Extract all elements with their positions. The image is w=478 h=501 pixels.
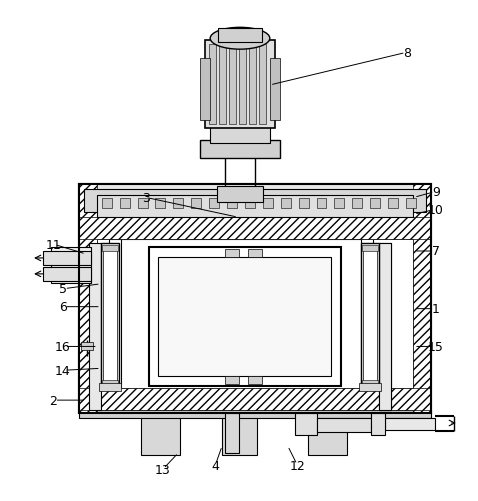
Bar bbox=[406, 199, 416, 209]
Bar bbox=[120, 199, 130, 209]
Bar bbox=[359, 383, 381, 391]
Bar bbox=[138, 199, 148, 209]
Bar bbox=[248, 249, 262, 258]
Bar bbox=[209, 199, 219, 209]
Text: 16: 16 bbox=[55, 340, 71, 353]
Text: 4: 4 bbox=[211, 459, 219, 472]
Bar bbox=[102, 380, 118, 386]
Bar bbox=[51, 247, 91, 283]
Bar bbox=[248, 377, 262, 384]
Text: 12: 12 bbox=[290, 459, 305, 472]
Bar bbox=[270, 59, 280, 121]
Bar bbox=[259, 45, 266, 124]
Bar bbox=[79, 185, 431, 413]
Bar bbox=[155, 199, 165, 209]
Bar bbox=[89, 243, 101, 410]
Bar bbox=[371, 413, 385, 435]
Bar bbox=[316, 199, 326, 209]
Text: 8: 8 bbox=[403, 47, 411, 60]
Text: 13: 13 bbox=[154, 463, 170, 476]
Bar bbox=[299, 199, 309, 209]
Bar bbox=[84, 190, 426, 213]
Text: 9: 9 bbox=[432, 185, 440, 198]
Bar bbox=[239, 45, 246, 124]
Bar bbox=[219, 45, 226, 124]
Bar bbox=[102, 199, 112, 209]
Bar bbox=[245, 199, 255, 209]
Ellipse shape bbox=[210, 28, 270, 50]
Bar bbox=[101, 243, 119, 388]
Bar bbox=[308, 413, 348, 455]
Text: 15: 15 bbox=[428, 340, 444, 353]
Bar bbox=[102, 245, 118, 252]
Text: 5: 5 bbox=[59, 283, 67, 296]
Bar bbox=[174, 199, 184, 209]
Bar bbox=[97, 239, 413, 388]
Bar bbox=[141, 413, 180, 455]
Bar bbox=[79, 218, 431, 239]
Bar bbox=[200, 59, 210, 121]
Bar bbox=[79, 410, 431, 418]
Text: 11: 11 bbox=[45, 238, 61, 251]
Bar bbox=[81, 343, 93, 351]
Bar bbox=[352, 199, 362, 209]
Text: 10: 10 bbox=[428, 203, 444, 216]
Bar bbox=[370, 199, 380, 209]
Bar bbox=[363, 247, 377, 384]
Bar bbox=[335, 199, 344, 209]
Text: 1: 1 bbox=[432, 303, 440, 316]
Bar bbox=[43, 252, 91, 266]
Text: 2: 2 bbox=[49, 394, 57, 407]
Bar bbox=[79, 388, 431, 410]
Bar bbox=[149, 247, 341, 386]
Bar bbox=[379, 243, 391, 410]
Bar bbox=[316, 418, 371, 432]
Bar bbox=[225, 377, 239, 384]
Bar bbox=[294, 413, 316, 435]
Bar bbox=[361, 243, 379, 388]
Bar bbox=[385, 418, 435, 430]
Text: 6: 6 bbox=[59, 301, 67, 314]
Bar bbox=[191, 199, 201, 209]
Bar bbox=[217, 187, 263, 203]
Text: 14: 14 bbox=[55, 364, 71, 377]
Bar bbox=[79, 185, 97, 413]
Bar bbox=[159, 258, 331, 377]
Bar bbox=[103, 247, 117, 384]
Bar bbox=[79, 185, 431, 413]
Bar bbox=[263, 199, 273, 209]
Bar bbox=[281, 199, 291, 209]
Bar bbox=[43, 268, 91, 281]
Bar bbox=[79, 185, 431, 218]
Bar bbox=[249, 45, 256, 124]
Bar bbox=[97, 196, 413, 218]
Bar bbox=[388, 199, 398, 209]
Bar bbox=[379, 243, 391, 410]
Text: 7: 7 bbox=[432, 245, 440, 258]
Bar bbox=[225, 413, 239, 453]
Text: 3: 3 bbox=[141, 191, 150, 204]
Bar bbox=[225, 249, 239, 258]
Bar bbox=[227, 199, 237, 209]
Bar bbox=[209, 45, 216, 124]
Bar bbox=[218, 29, 262, 43]
Bar bbox=[362, 245, 378, 252]
Bar bbox=[362, 380, 378, 386]
Bar bbox=[99, 383, 120, 391]
Bar bbox=[200, 140, 280, 158]
Bar bbox=[205, 41, 275, 128]
Bar bbox=[222, 413, 257, 455]
Bar bbox=[210, 125, 270, 143]
Bar bbox=[229, 45, 236, 124]
Bar bbox=[413, 185, 431, 413]
